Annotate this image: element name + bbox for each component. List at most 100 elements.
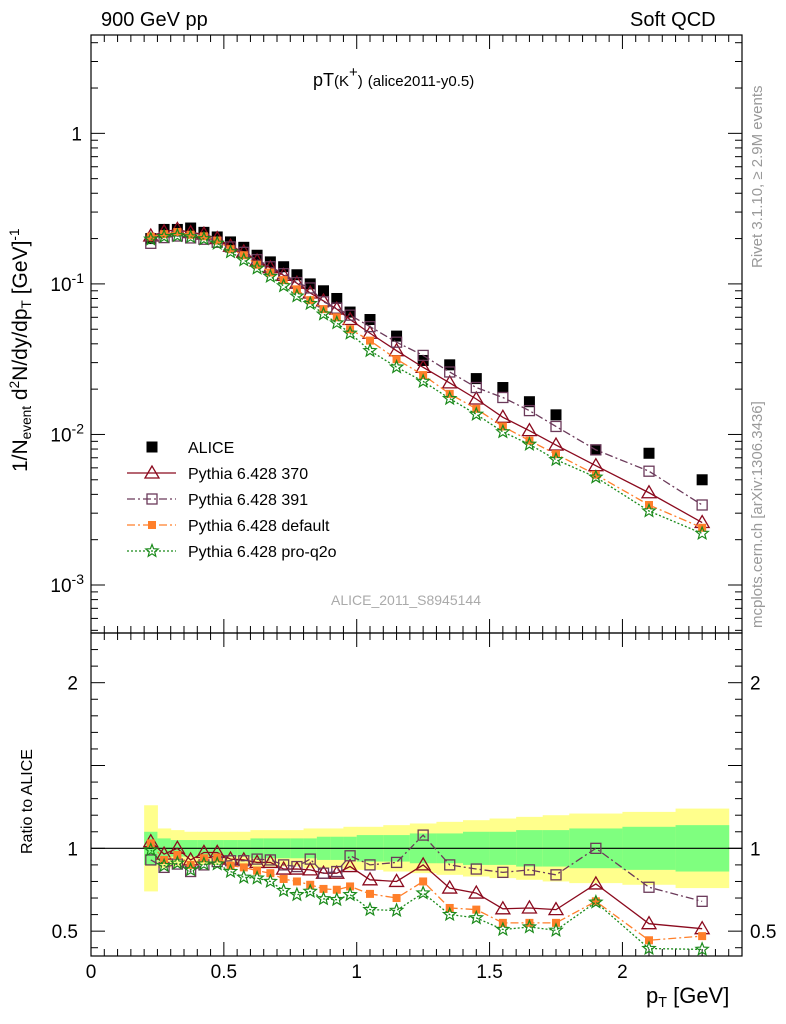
- ylabel-part: 1/N: [9, 439, 32, 472]
- ratio-point: [289, 886, 305, 902]
- ratio-point: [249, 869, 265, 885]
- data-point: [521, 422, 538, 437]
- data-point: [497, 391, 509, 404]
- ratio-point: [696, 895, 708, 907]
- xlabel-p: p: [646, 983, 659, 1008]
- data-point: [209, 235, 225, 250]
- data-point: [364, 314, 376, 326]
- data-point: [468, 406, 485, 421]
- data-point: [143, 231, 159, 246]
- data-point: [694, 525, 710, 541]
- ratio-point: [441, 879, 458, 894]
- data-point: [226, 245, 235, 254]
- ratio-y-tick-label-left: 2: [67, 674, 78, 695]
- ratio-point: [494, 900, 511, 915]
- data-point: [342, 325, 358, 340]
- ratio-point: [525, 918, 534, 927]
- legend-label: Pythia 6.428 default: [188, 518, 330, 535]
- ratio-point: [196, 855, 212, 871]
- data-point: [591, 470, 600, 479]
- legend-marker: [146, 441, 158, 453]
- plot-title-particle: (K: [334, 73, 350, 90]
- ratio-point: [315, 890, 332, 906]
- data-point: [548, 451, 564, 467]
- ratio-series-pythia-6-428-pro-q2o: [143, 841, 710, 956]
- xlabel-unit: [GeV]: [666, 983, 730, 1008]
- data-point: [523, 396, 535, 408]
- ratio-point: [591, 897, 600, 906]
- main-y-tick-label: 1: [71, 124, 82, 145]
- data-point: [470, 373, 482, 385]
- data-point: [344, 309, 356, 321]
- ratio-point: [415, 884, 431, 900]
- ylabel-sub: T: [19, 300, 35, 309]
- ratio-point: [277, 859, 290, 871]
- main-series-pythia-6-428-default: [146, 228, 707, 532]
- data-point: [304, 278, 316, 290]
- data-point: [521, 436, 538, 451]
- data-point: [643, 465, 655, 477]
- legend-label: Pythia 6.428 391: [188, 492, 308, 509]
- data-point: [186, 230, 195, 239]
- data-point: [415, 373, 431, 389]
- data-point: [331, 292, 343, 304]
- legend-label: Pythia 6.428 pro-q2o: [188, 544, 337, 561]
- ratio-point: [361, 871, 379, 886]
- x-tick-label: 1: [351, 962, 362, 983]
- data-point: [391, 330, 403, 342]
- ratio-point: [182, 861, 199, 877]
- legend-label: Pythia 6.428 370: [188, 466, 308, 483]
- ratio-point: [288, 860, 306, 875]
- ratio-point: [266, 869, 275, 878]
- data-point: [590, 444, 602, 456]
- data-point: [388, 358, 405, 374]
- ratio-point: [341, 858, 359, 873]
- series-line: [150, 235, 703, 506]
- ratio-y-tick-label-right: 1: [750, 839, 761, 860]
- data-point: [547, 436, 565, 451]
- data-point: [253, 260, 262, 269]
- ratio-point: [145, 854, 157, 866]
- ylabel-sup: -1: [6, 228, 22, 241]
- main-y-axis-label: 1/Nevent d2N/dy/dpT [GeV]-1: [6, 228, 35, 472]
- ratio-point: [640, 915, 658, 930]
- plot-title-close: ): [357, 73, 363, 90]
- ratio-point: [169, 855, 186, 870]
- data-point: [173, 228, 182, 237]
- ratio-point: [547, 901, 565, 916]
- mcplots-credit-text: mcplots.cern.ch [arXiv:1306.3436]: [749, 401, 766, 628]
- ratio-point: [588, 894, 604, 909]
- ylabel-part: d: [9, 388, 32, 406]
- ratio-point: [495, 921, 511, 937]
- ratio-point: [388, 873, 405, 888]
- ratio-y-tick-label-right: 2: [750, 674, 761, 695]
- legend-marker: [143, 464, 161, 479]
- data-point: [470, 381, 482, 394]
- data-point: [441, 374, 458, 389]
- ratio-point: [319, 884, 328, 893]
- data-point: [494, 409, 511, 423]
- ratio-point: [222, 863, 239, 879]
- ratio-point: [441, 906, 458, 922]
- ratio-point: [362, 901, 378, 917]
- ratio-y-axis-label: Ratio to ALICE: [19, 749, 36, 854]
- ratio-y-tick-label-left: 1: [67, 839, 78, 860]
- main-y-tick-label: 10-2: [50, 420, 84, 446]
- data-point: [366, 336, 374, 345]
- data-point: [156, 228, 172, 244]
- data-point: [182, 228, 199, 244]
- ratio-point: [523, 864, 536, 876]
- ratio-point: [346, 882, 355, 891]
- data-point: [550, 409, 562, 421]
- rivet-version-text: Rivet 3.1.10, ≥ 2.9M events: [749, 85, 766, 269]
- data-point: [390, 336, 403, 348]
- ratio-point: [417, 829, 429, 841]
- ratio-point: [291, 860, 303, 873]
- data-point: [362, 342, 378, 358]
- xlabel-sub: T: [658, 995, 667, 1012]
- plot-title-tag: (alice2011-y0.5): [367, 73, 475, 90]
- ratio-point: [521, 899, 538, 914]
- ratio-point: [468, 884, 485, 899]
- ratio-point: [262, 873, 279, 889]
